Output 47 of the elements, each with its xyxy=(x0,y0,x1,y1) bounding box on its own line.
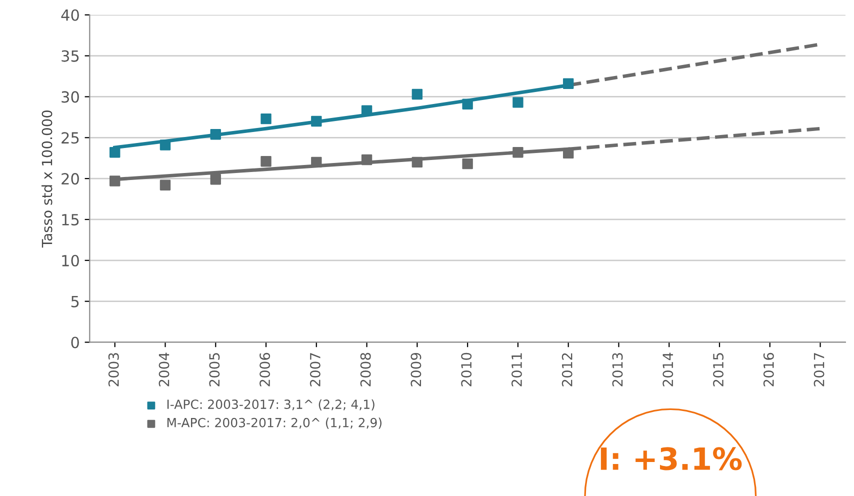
x-tick-label: 2006 xyxy=(260,352,270,386)
point xyxy=(210,129,221,140)
x-tick-label: 2016 xyxy=(763,352,774,386)
x-tick-label: 2013 xyxy=(612,353,623,386)
point xyxy=(160,180,171,190)
x-tick-label: 2011 xyxy=(511,353,522,386)
y-tick-label: 25 xyxy=(62,132,79,144)
x-tick-label: 2009 xyxy=(410,352,422,386)
y-tick-label: 15 xyxy=(62,214,79,226)
point xyxy=(462,158,473,170)
point xyxy=(562,78,574,89)
point xyxy=(160,140,171,150)
point xyxy=(462,98,473,110)
x-tick-label: 2003 xyxy=(108,353,119,386)
point xyxy=(110,147,120,158)
point xyxy=(311,156,322,168)
x-tick-label: 2017 xyxy=(814,353,824,386)
point xyxy=(260,156,272,167)
point xyxy=(311,116,322,127)
x-tick-label: 2007 xyxy=(310,353,320,386)
y-tick-label: 10 xyxy=(62,254,79,266)
point xyxy=(412,88,423,100)
point xyxy=(412,156,423,168)
x-tick-label: 2008 xyxy=(360,352,371,386)
y-tick-label: 40 xyxy=(61,9,79,21)
text: I: +3.1% xyxy=(600,447,742,470)
y-tick-label: 20 xyxy=(62,173,79,185)
y-axis-title: Tasso std x 100.000 xyxy=(42,110,52,248)
point xyxy=(512,97,524,108)
point xyxy=(562,148,574,159)
y-tick-label: 5 xyxy=(71,296,79,308)
point xyxy=(361,154,372,166)
y-tick-label: 0 xyxy=(71,336,79,348)
x-tick-label: 2010 xyxy=(461,352,472,386)
point xyxy=(512,147,524,158)
y-tick-label: 35 xyxy=(62,50,79,62)
y-tick-label: 30 xyxy=(62,91,79,103)
point xyxy=(260,113,272,124)
x-tick-label: 2012 xyxy=(562,353,572,386)
x-tick-label: 2014 xyxy=(662,352,674,386)
legend-label: I-APC: 2003-2017: 3,1^ (2,2; 4,1) xyxy=(167,399,374,410)
x-tick-label: 2004 xyxy=(158,352,170,386)
x-tick-label: 2005 xyxy=(209,353,220,386)
x-tick-label: 2015 xyxy=(713,353,724,386)
point xyxy=(210,174,221,185)
legend-label: M-APC: 2003-2017: 2,0^ (1,1; 2,9) xyxy=(167,418,382,429)
point xyxy=(110,176,120,186)
